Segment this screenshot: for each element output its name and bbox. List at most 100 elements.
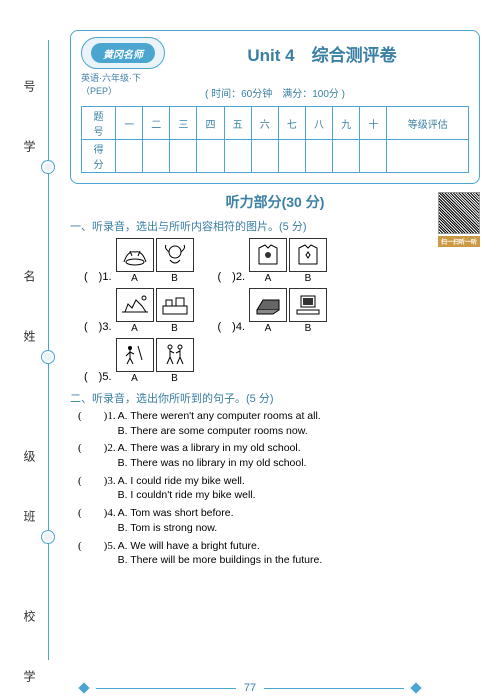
option-caption: B (156, 273, 194, 284)
score-head-cell: 十 (360, 107, 387, 140)
paren: ( )3. (84, 318, 112, 334)
image-option: A (249, 288, 287, 334)
page-number: 77 (244, 682, 256, 694)
rail-label: 名 (18, 270, 38, 288)
thumb-icon (116, 288, 154, 322)
paren: ( )2. (218, 268, 246, 284)
image-row: ( )5. AB (84, 338, 480, 384)
image-option: B (156, 238, 194, 284)
sentence-body: A. Tom was short before.B. Tom is strong… (118, 506, 480, 535)
score-cell (224, 140, 251, 173)
foot-diamond-l (78, 682, 89, 693)
q2-list: ( )1.A. There weren't any computer rooms… (70, 409, 480, 568)
thumb-icon (156, 338, 194, 372)
score-cell (360, 140, 387, 173)
thumb-icon (289, 288, 327, 322)
option-caption: A (116, 373, 154, 384)
option-caption: A (249, 323, 287, 334)
score-head-cell: 四 (197, 107, 224, 140)
foot-diamond-r (410, 682, 421, 693)
score-head-cell: 七 (278, 107, 305, 140)
option-caption: A (249, 273, 287, 284)
score-row-label: 得 分 (82, 140, 116, 173)
paren: ( )2. (78, 441, 116, 470)
score-cell (278, 140, 305, 173)
qr-label: 扫一扫听一听 (438, 236, 480, 247)
thumb-icon (116, 338, 154, 372)
rail-dot (38, 157, 58, 177)
paren: ( )4. (218, 318, 246, 334)
thumb-icon (156, 288, 194, 322)
q1-image-zone: ( )1.AB( )2.AB( )3.AB( )4.AB( )5.AB (70, 238, 480, 384)
question-pair: ( )4.AB (218, 288, 328, 334)
score-head-cell: 等级评估 (387, 107, 469, 140)
sentence-item: ( )3.A. I could ride my bike well.B. I c… (78, 474, 480, 503)
paren: ( )3. (78, 474, 116, 503)
score-cell (116, 140, 143, 173)
image-row: ( )3.AB( )4.AB (84, 288, 480, 334)
sentence-body: A. We will have a bright future.B. There… (118, 539, 480, 568)
section-title: 听力部分(30 分) 扫一扫听一听 (70, 192, 480, 212)
score-head-cell: 题 号 (82, 107, 116, 140)
score-cell (170, 140, 197, 173)
page-content: 黄冈名师 Unit 4 综合测评卷 英语·六年级·下（PEP） ( 时间：60分… (70, 30, 480, 670)
score-head-cell: 九 (333, 107, 360, 140)
score-cell (251, 140, 278, 173)
option-caption: B (289, 273, 327, 284)
score-head-cell: 八 (305, 107, 332, 140)
option-caption: A (116, 273, 154, 284)
option-caption: B (156, 323, 194, 334)
q1-heading: 一、听录音，选出与所听内容相符的图片。(5 分) (70, 218, 480, 234)
rail-label: 校 (18, 610, 38, 628)
score-table: 题 号一二三四五六七八九十等级评估 得 分 (81, 106, 469, 173)
paren: ( )1. (78, 409, 116, 438)
image-option: B (156, 288, 194, 334)
rail-dot (38, 527, 58, 547)
score-head-cell: 六 (251, 107, 278, 140)
thumb-icon (289, 238, 327, 272)
image-row: ( )1.AB( )2.AB (84, 238, 480, 284)
thumb-icon (116, 238, 154, 272)
sentence-body: A. There weren't any computer rooms at a… (118, 409, 480, 438)
rail-dot (38, 347, 58, 367)
page-footer: 77 (0, 682, 500, 694)
paren: ( )4. (78, 506, 116, 535)
q2-heading: 二、听录音，选出你所听到的句子。(5 分) (70, 390, 480, 406)
section-label: 听力部分(30 分) (226, 194, 325, 210)
unit-title: Unit 4 综合测评卷 (175, 41, 469, 66)
book-info: 英语·六年级·下（PEP） (81, 71, 171, 97)
score-head-cell: 一 (116, 107, 143, 140)
sentence-item: ( )5.A. We will have a bright future.B. … (78, 539, 480, 568)
score-head-cell: 二 (143, 107, 170, 140)
rail-label: 学 (18, 140, 38, 158)
thumb-icon (156, 238, 194, 272)
score-head-cell: 五 (224, 107, 251, 140)
score-head-cell: 三 (170, 107, 197, 140)
sentence-item: ( )1.A. There weren't any computer rooms… (78, 409, 480, 438)
question-pair: ( )2.AB (218, 238, 328, 284)
image-option: B (289, 288, 327, 334)
rail-label: 班 (18, 510, 38, 528)
question-pair: ( )3. AB (84, 288, 194, 334)
image-option: A (116, 338, 154, 384)
option-caption: B (156, 373, 194, 384)
score-cell (197, 140, 224, 173)
badge-text: 黄冈名师 (91, 43, 155, 63)
score-cell (305, 140, 332, 173)
paren: ( )5. (78, 539, 116, 568)
paren: ( )5. (84, 368, 112, 384)
image-option: A (116, 288, 154, 334)
sentence-body: A. I could ride my bike well.B. I couldn… (118, 474, 480, 503)
image-option: A (116, 238, 154, 284)
question-pair: ( )5. AB (84, 338, 194, 384)
option-caption: A (116, 323, 154, 334)
paren: ( )1. (84, 268, 112, 284)
rail-label: 号 (18, 80, 38, 98)
image-option: B (156, 338, 194, 384)
score-cell (333, 140, 360, 173)
thumb-icon (249, 238, 287, 272)
option-caption: B (289, 323, 327, 334)
side-rail: 号学名姓级班校学 (18, 40, 58, 660)
score-cell (143, 140, 170, 173)
foot-line-r (264, 688, 404, 689)
